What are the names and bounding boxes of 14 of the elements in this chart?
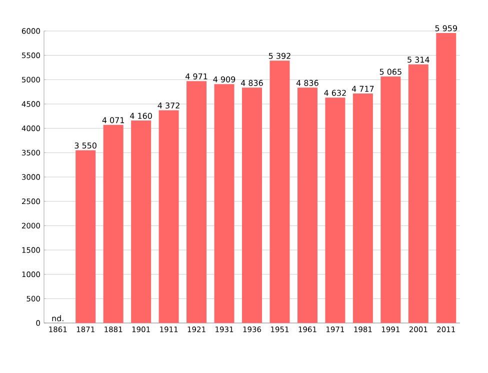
bar	[352, 93, 373, 323]
bar	[103, 124, 124, 323]
bar	[325, 98, 346, 323]
bar	[186, 81, 207, 323]
bar	[436, 32, 456, 323]
bar	[76, 150, 96, 323]
bar	[214, 84, 234, 323]
bar	[380, 76, 401, 323]
bar	[297, 88, 318, 323]
bar	[270, 60, 290, 323]
bar	[131, 120, 152, 323]
bar	[242, 88, 262, 323]
bar	[158, 110, 179, 323]
bar	[408, 64, 428, 323]
